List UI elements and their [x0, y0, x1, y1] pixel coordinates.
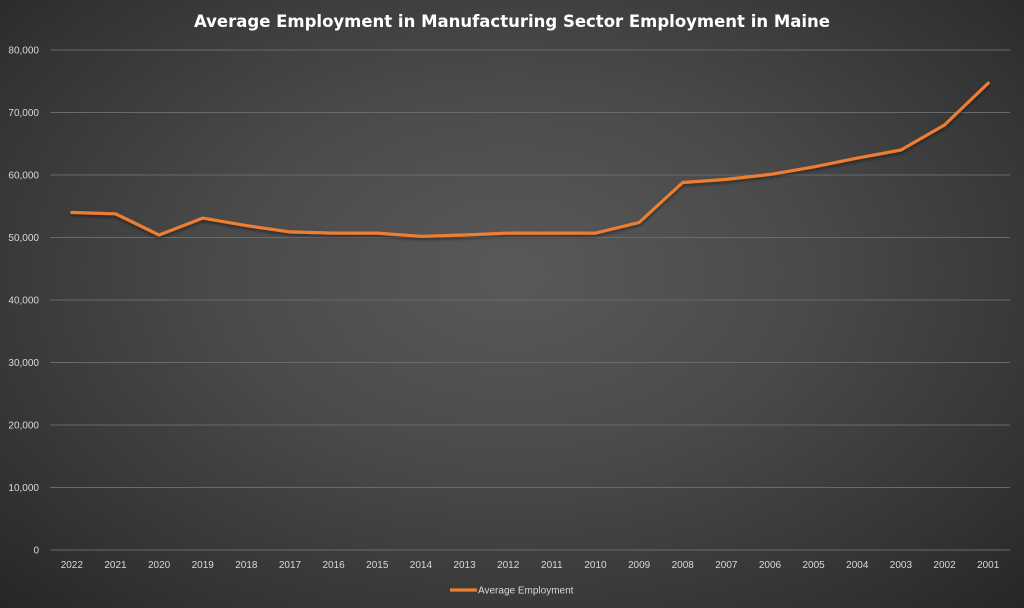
gridlines: [50, 49, 1010, 551]
legend-label: Average Employment: [478, 586, 574, 597]
y-tick-label: 80,000: [8, 46, 39, 57]
x-tick-label: 2018: [235, 560, 258, 571]
x-tick-label: 2007: [715, 560, 738, 571]
x-tick-label: 2002: [933, 560, 956, 571]
x-tick-label: 2011: [541, 560, 563, 571]
x-tick-label: 2004: [846, 560, 869, 571]
x-tick-label: 2001: [977, 560, 1000, 571]
y-tick-label: 30,000: [8, 358, 39, 369]
series-line: [70, 81, 990, 238]
x-tick-label: 2014: [410, 560, 433, 571]
x-tick-label: 2015: [366, 560, 389, 571]
y-tick-label: 70,000: [8, 108, 39, 119]
x-axis-tick-labels: 2022 2021 2020 2019 2018 2017 2016 2015 2014 2013…: [61, 560, 1000, 571]
x-tick-label: 2008: [672, 560, 695, 571]
y-tick-label: 40,000: [8, 296, 39, 307]
x-tick-label: 2017: [279, 560, 302, 571]
x-tick-label: 2003: [890, 560, 913, 571]
y-tick-label: 10,000: [8, 483, 39, 494]
x-tick-label: 2006: [759, 560, 782, 571]
series-group: [70, 81, 990, 238]
x-tick-label: 2016: [323, 560, 346, 571]
y-tick-label: 60,000: [8, 171, 39, 182]
x-tick-label: 2013: [453, 560, 476, 571]
chart-title: Average Employment in Manufacturing Sect…: [194, 12, 830, 31]
y-tick-label: 50,000: [8, 233, 39, 244]
x-tick-label: 2010: [584, 560, 607, 571]
y-tick-label: 0: [33, 546, 39, 557]
x-tick-label: 2019: [192, 560, 215, 571]
x-tick-label: 2020: [148, 560, 171, 571]
x-tick-label: 2012: [497, 560, 520, 571]
y-axis-tick-labels: 0 10,000 20,000 30,000 40,000 50,000 60,000 70,…: [8, 46, 39, 557]
x-tick-label: 2009: [628, 560, 651, 571]
x-tick-label: 2022: [61, 560, 84, 571]
y-tick-label: 20,000: [8, 421, 39, 432]
x-tick-label: 2021: [104, 560, 127, 571]
legend: Average Employment: [450, 586, 574, 597]
x-tick-label: 2005: [803, 560, 826, 571]
